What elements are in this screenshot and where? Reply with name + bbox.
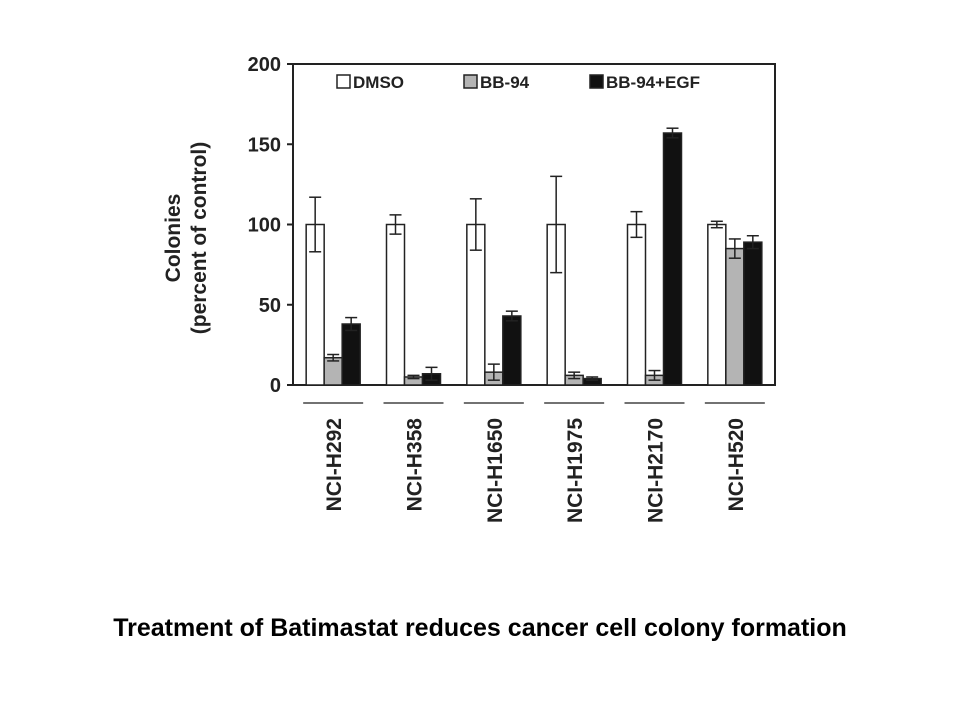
y-tick-label: 100 [248, 215, 281, 237]
y-axis-title-line2: (percent of control) [188, 142, 211, 335]
y-axis-title-line1: Colonies [162, 194, 185, 283]
plot-border [292, 63, 776, 386]
legend-swatch [463, 74, 478, 89]
bar-bb-94-egf-nci-h292 [341, 323, 361, 386]
bar-bb-94-nci-h520 [725, 247, 745, 386]
legend-swatch [589, 74, 604, 89]
bar-bb-94-egf-nci-h520 [743, 241, 763, 386]
legend-label: BB-94 [480, 73, 530, 92]
plot-frame [292, 63, 776, 386]
bar-bb-94-egf-nci-h2170 [662, 132, 683, 386]
category-labels: NCI-H292 NCI-H358 NCI-H1650 NCI-H1975 NCI-H2… [323, 418, 748, 523]
figure-caption: Treatment of Batimastat reduces cancer c… [113, 614, 847, 642]
category-label: NCI-H520 [725, 418, 748, 511]
y-tick-label: 200 [248, 54, 281, 76]
category-label: NCI-H2170 [645, 418, 668, 523]
legend-item-bb-94: BB-94 [463, 73, 530, 92]
y-tick-label: 150 [248, 134, 281, 156]
y-axis: 0 50 100 150 200 [248, 54, 293, 397]
legend-item-dmso: DMSO [336, 73, 404, 92]
error-bars [309, 127, 759, 381]
bar-dmso-nci-h2170 [626, 223, 647, 386]
bar-bb-94-egf-nci-h1650 [502, 315, 522, 386]
legend-swatch [336, 74, 351, 89]
bar-dmso-nci-h358 [385, 223, 406, 386]
bar-dmso-nci-h520 [707, 223, 727, 386]
legend-label: DMSO [353, 73, 404, 92]
y-tick-label: 0 [270, 375, 281, 397]
category-label: NCI-H358 [404, 418, 427, 512]
bar-bb-94-nci-h292 [323, 356, 343, 386]
category-label: NCI-H1975 [564, 418, 587, 523]
legend-item-bb-94-egf: BB-94+EGF [589, 73, 700, 92]
legend-label: BB-94+EGF [606, 73, 700, 92]
y-axis-title: Colonies (percent of control) [162, 142, 211, 335]
category-label: NCI-H292 [323, 418, 346, 511]
y-tick-label: 50 [259, 295, 281, 317]
bars [305, 132, 763, 386]
legend: DMSO BB-94 BB-94+EGF [336, 73, 700, 92]
category-label: NCI-H1650 [484, 418, 507, 523]
